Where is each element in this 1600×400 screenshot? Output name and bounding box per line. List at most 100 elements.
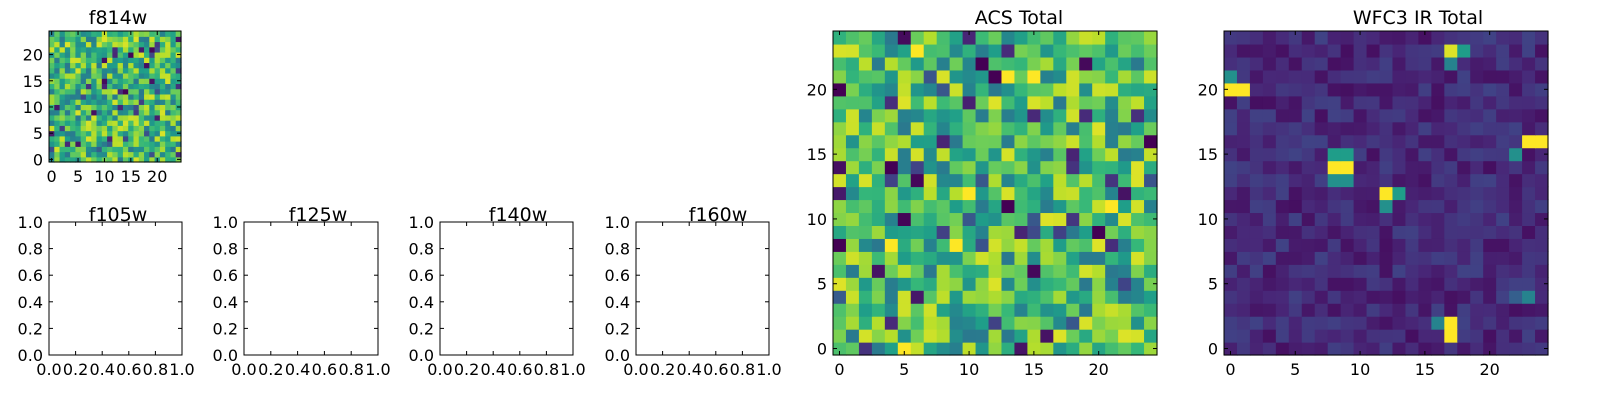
panel-title-f160w: f160w bbox=[689, 204, 748, 226]
heatmap-cell bbox=[1379, 329, 1394, 343]
axes-frame bbox=[832, 30, 1158, 356]
heatmap-cell bbox=[1340, 121, 1355, 136]
heatmap-cell bbox=[59, 141, 66, 147]
heatmap-cell bbox=[1262, 56, 1277, 71]
heatmap-cell bbox=[1014, 303, 1028, 317]
heatmap-cell bbox=[1014, 277, 1028, 291]
heatmap-cell bbox=[64, 78, 71, 84]
heatmap-cell bbox=[1092, 212, 1106, 226]
heatmap-cell bbox=[1105, 251, 1119, 265]
heatmap-cell bbox=[1275, 342, 1290, 356]
heatmap-cell bbox=[85, 114, 92, 121]
heatmap-cell bbox=[1444, 147, 1458, 162]
heatmap-cell bbox=[1224, 303, 1238, 317]
heatmap-cell bbox=[122, 125, 129, 132]
heatmap-cell bbox=[1340, 173, 1355, 188]
heatmap-cell bbox=[1418, 82, 1432, 97]
heatmap-cell bbox=[1027, 134, 1041, 149]
heatmap-cell bbox=[884, 69, 899, 84]
heatmap-cell bbox=[1522, 199, 1536, 214]
heatmap-cell bbox=[85, 36, 92, 43]
heatmap-cell bbox=[1262, 186, 1277, 201]
heatmap-cell bbox=[170, 36, 177, 43]
heatmap-cell bbox=[910, 147, 925, 162]
heatmap-cell bbox=[1496, 329, 1510, 343]
heatmap-cell bbox=[1418, 147, 1432, 162]
heatmap-cell bbox=[1522, 173, 1536, 188]
heatmap-cell bbox=[91, 120, 98, 126]
heatmap-cell bbox=[1092, 43, 1106, 58]
heatmap-cell bbox=[910, 43, 925, 58]
heatmap-cell bbox=[64, 130, 71, 137]
heatmap-cell bbox=[133, 99, 140, 105]
heatmap-cell bbox=[101, 114, 108, 121]
heatmap-cell bbox=[1522, 121, 1536, 136]
heatmap-cell bbox=[1340, 251, 1355, 265]
heatmap-cell bbox=[910, 108, 925, 123]
heatmap-cell bbox=[1288, 95, 1303, 110]
heatmap-cell bbox=[70, 57, 76, 64]
heatmap-cell bbox=[54, 41, 61, 48]
heatmap-cell bbox=[1327, 173, 1342, 188]
heatmap-cell bbox=[1105, 31, 1119, 45]
heatmap-cell bbox=[112, 83, 119, 90]
heatmap-cell bbox=[59, 120, 66, 126]
heatmap-cell bbox=[107, 151, 113, 158]
heatmap-cell bbox=[59, 104, 66, 111]
heatmap-cell bbox=[936, 134, 951, 149]
heatmap-cell bbox=[1405, 95, 1419, 110]
heatmap-cell bbox=[1340, 316, 1355, 330]
heatmap-cell bbox=[107, 109, 113, 116]
heatmap-cell bbox=[1092, 186, 1106, 201]
heatmap-cell bbox=[1444, 31, 1458, 45]
heatmap-cell bbox=[159, 93, 166, 100]
heatmap-cell bbox=[101, 146, 108, 153]
heatmap-cell bbox=[858, 31, 873, 45]
y-tick-label: 5 bbox=[1208, 275, 1218, 294]
heatmap-cell bbox=[1366, 43, 1381, 58]
heatmap-cell bbox=[1496, 199, 1510, 214]
heatmap-cell bbox=[910, 290, 925, 304]
heatmap-cell bbox=[175, 83, 182, 90]
heatmap-cell bbox=[49, 120, 55, 126]
heatmap-cell bbox=[91, 41, 98, 48]
heatmap-cell bbox=[949, 342, 964, 356]
heatmap-cell bbox=[1353, 31, 1368, 45]
heatmap-cell bbox=[1249, 238, 1264, 252]
heatmap-cell bbox=[154, 135, 161, 142]
heatmap-cell bbox=[85, 120, 92, 126]
heatmap-cell bbox=[1496, 277, 1510, 291]
heatmap-cell bbox=[845, 134, 860, 149]
heatmap-cell bbox=[165, 130, 172, 137]
heatmap-cell bbox=[1340, 264, 1355, 278]
heatmap-cell bbox=[54, 130, 61, 137]
heatmap-cell bbox=[1144, 342, 1158, 356]
heatmap-cell bbox=[1509, 277, 1523, 291]
heatmap-cell bbox=[154, 151, 161, 158]
heatmap-cell bbox=[1262, 290, 1277, 304]
heatmap-cell bbox=[1092, 82, 1106, 97]
heatmap-cell bbox=[910, 238, 925, 252]
heatmap-cell bbox=[1118, 212, 1132, 226]
heatmap-cell bbox=[1509, 199, 1523, 214]
heatmap-cell bbox=[949, 238, 964, 252]
heatmap-cell bbox=[1405, 342, 1419, 356]
heatmap-cell bbox=[975, 277, 990, 291]
x-tick-label: 0.4 bbox=[480, 360, 505, 379]
heatmap-cell bbox=[962, 82, 977, 97]
heatmap-cell bbox=[122, 41, 129, 48]
heatmap-cell bbox=[149, 141, 156, 147]
heatmap-cell bbox=[122, 120, 129, 126]
heatmap-cell bbox=[1262, 277, 1277, 291]
heatmap-cell bbox=[1444, 199, 1458, 214]
heatmap-cell bbox=[1236, 290, 1251, 304]
heatmap-cell bbox=[1496, 238, 1510, 252]
heatmap-cell bbox=[96, 67, 103, 74]
heatmap-cell bbox=[1340, 186, 1355, 201]
heatmap-cell bbox=[1288, 277, 1303, 291]
heatmap-cell bbox=[165, 156, 172, 163]
heatmap-cell bbox=[1509, 342, 1523, 356]
heatmap-cell bbox=[1079, 212, 1093, 226]
heatmap-cell bbox=[112, 130, 119, 137]
heatmap-cell bbox=[75, 41, 82, 48]
